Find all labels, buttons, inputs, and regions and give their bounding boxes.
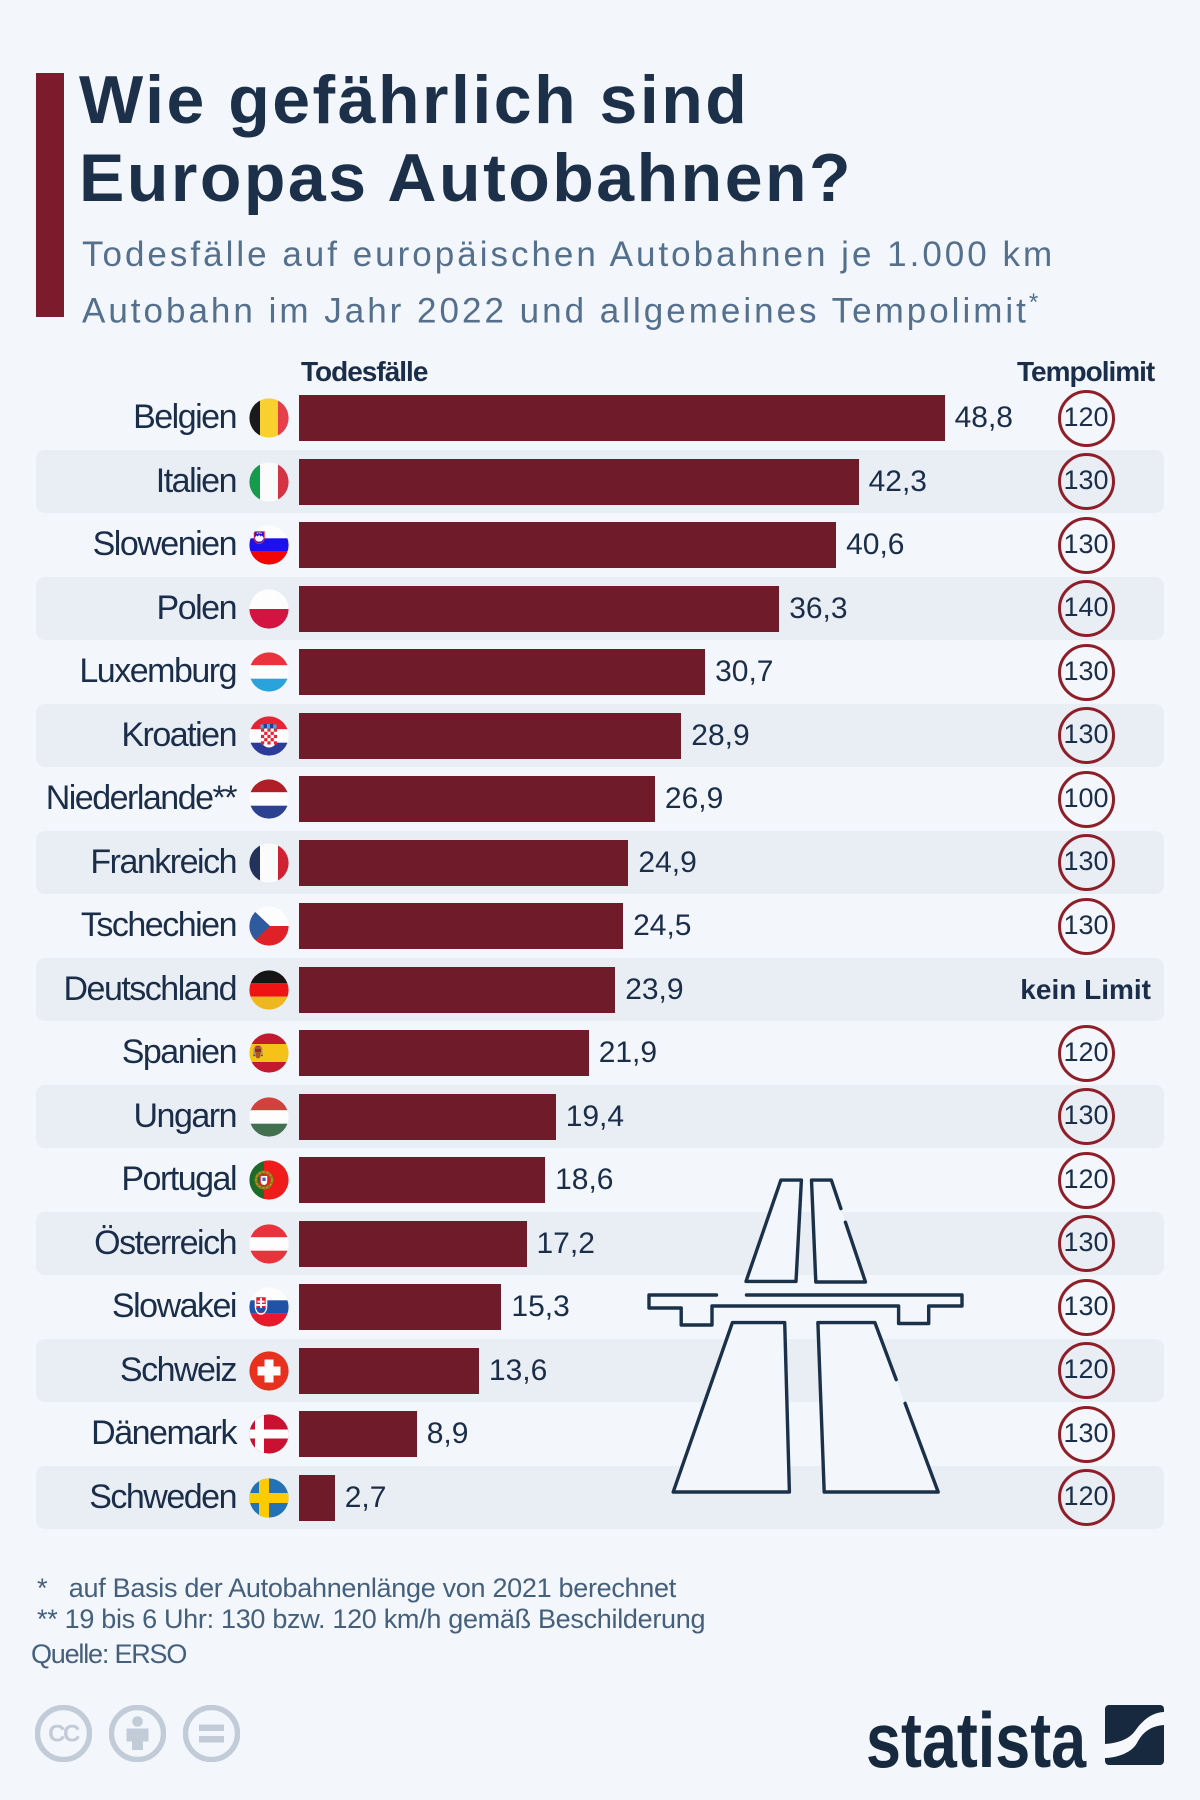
svg-text:CC: CC	[48, 1721, 80, 1748]
